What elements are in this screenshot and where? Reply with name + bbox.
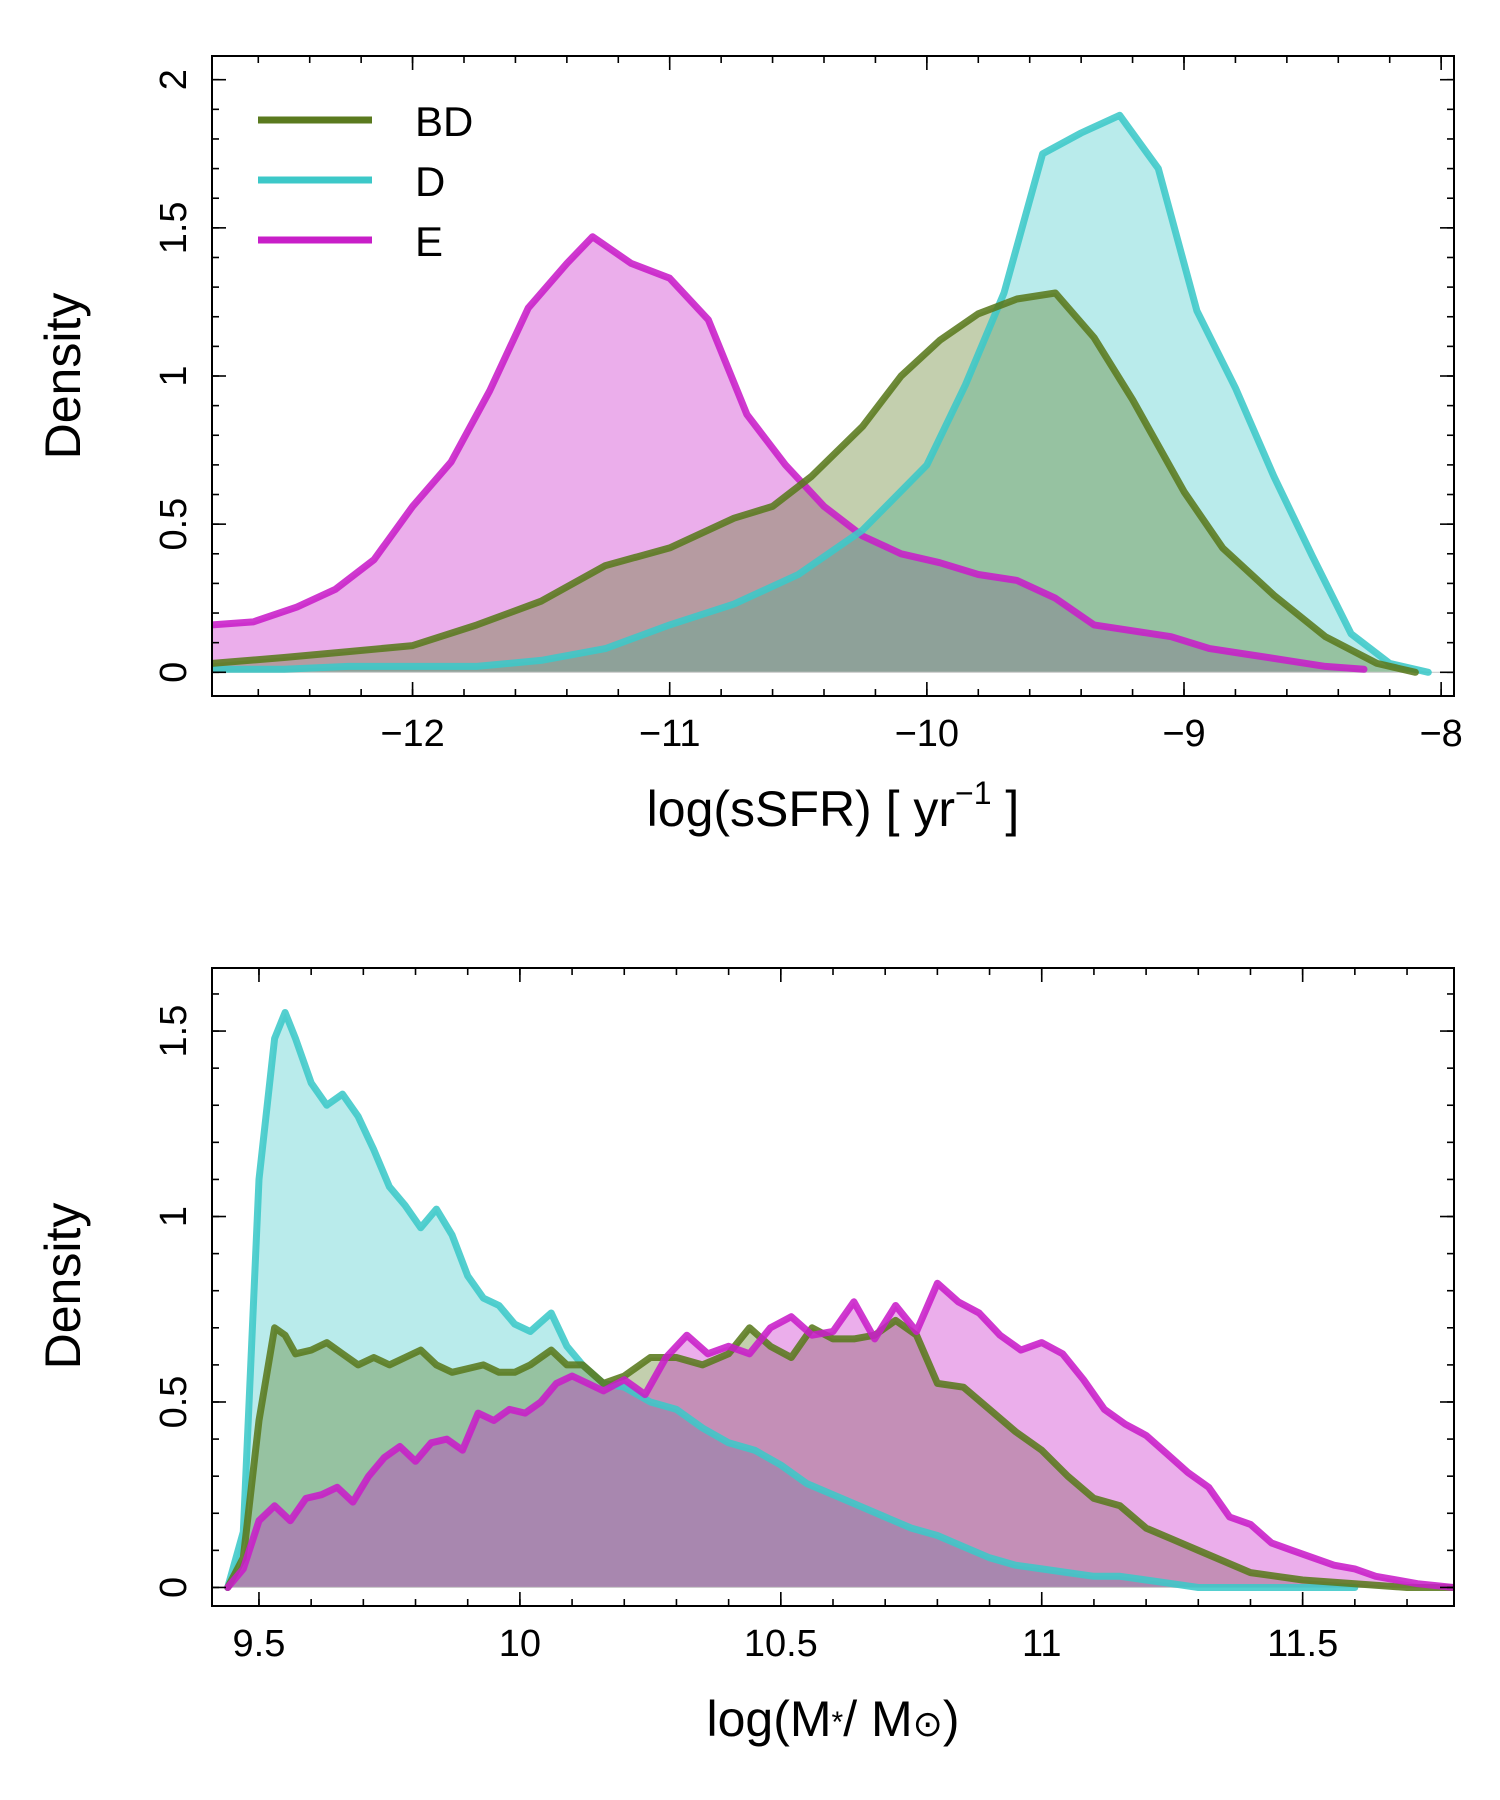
ssfr-y-axis-title: Density [35, 293, 91, 460]
legend-label-bd: BD [415, 98, 473, 145]
mass-area-bd [227, 1320, 1454, 1588]
mass-tick-labels: 9.5 10 10.5 11 11.500.511.5 [153, 1005, 1338, 1665]
mass-xtick-label: 11.5 [1267, 1623, 1338, 1665]
ssfr-ytick-label: 1 [153, 365, 195, 386]
ssfr-line-d [212, 111, 1432, 676]
mass-ytick-label: 1 [153, 1206, 195, 1227]
mass-xtick-label: 11 [1022, 1623, 1061, 1665]
mass-xtick-label: 10.5 [744, 1623, 818, 1665]
mass-line-d [224, 1009, 1359, 1591]
mass-series-group [212, 1009, 1454, 1591]
legend-label-e: E [415, 218, 443, 265]
stellar-mass-density-chart: 9.5 10 10.5 11 11.500.511.5 Density log(M*/ … [35, 967, 1455, 1747]
ssfr-xtick-label: −10 [895, 713, 959, 755]
ssfr-line-e [212, 233, 1368, 673]
mass-x-axis-title: log(M*/ M⊙) [707, 1691, 960, 1747]
ssfr-ytick-label: 1.5 [153, 201, 195, 254]
ssfr-plot-area [212, 111, 1454, 676]
ssfr-density-chart: −12 −11 −10 −9 −8 0 0.5 1 1.5 2 Density log(sSFR)… [35, 55, 1463, 837]
ssfr-line-bd [212, 289, 1419, 676]
mass-axis-ticks [212, 968, 1454, 1606]
mass-ytick-label: 0.5 [153, 1376, 195, 1429]
ssfr-series-group [212, 111, 1454, 676]
ssfr-xtick-label: −9 [1162, 713, 1205, 755]
mass-area-d [227, 1012, 1355, 1588]
legend: BD D E [258, 98, 473, 265]
mass-ytick-label: 1.5 [153, 1005, 195, 1058]
mass-line-bd [224, 1316, 1454, 1591]
ssfr-axis-ticks [212, 56, 1454, 696]
ssfr-xtick-label: −8 [1419, 713, 1462, 755]
ssfr-area-d [212, 115, 1429, 673]
ssfr-tick-labels: −12 −11 −10 −9 −8 0 0.5 1 1.5 2 [153, 69, 1463, 755]
ssfr-area-bd [212, 293, 1416, 673]
ssfr-x-axis-title: log(sSFR) [ yr−1 ] [647, 775, 1020, 837]
ssfr-ytick-label: 2 [153, 69, 195, 90]
legend-label-d: D [415, 158, 445, 205]
mass-line-e [224, 1279, 1454, 1591]
ssfr-ytick-label: 0 [153, 662, 195, 683]
mass-plot-area [212, 1009, 1454, 1591]
mass-ytick-label: 0 [153, 1577, 195, 1598]
ssfr-area-e [212, 236, 1364, 673]
mass-xtick-label: 9.5 [233, 1623, 286, 1665]
mass-area-e [227, 1283, 1454, 1588]
ssfr-xtick-label: −12 [380, 713, 444, 755]
ssfr-xtick-label: −11 [639, 713, 701, 755]
ssfr-ytick-label: 0.5 [153, 498, 195, 551]
mass-xtick-label: 10 [499, 1623, 541, 1665]
mass-y-axis-title: Density [35, 1203, 91, 1370]
